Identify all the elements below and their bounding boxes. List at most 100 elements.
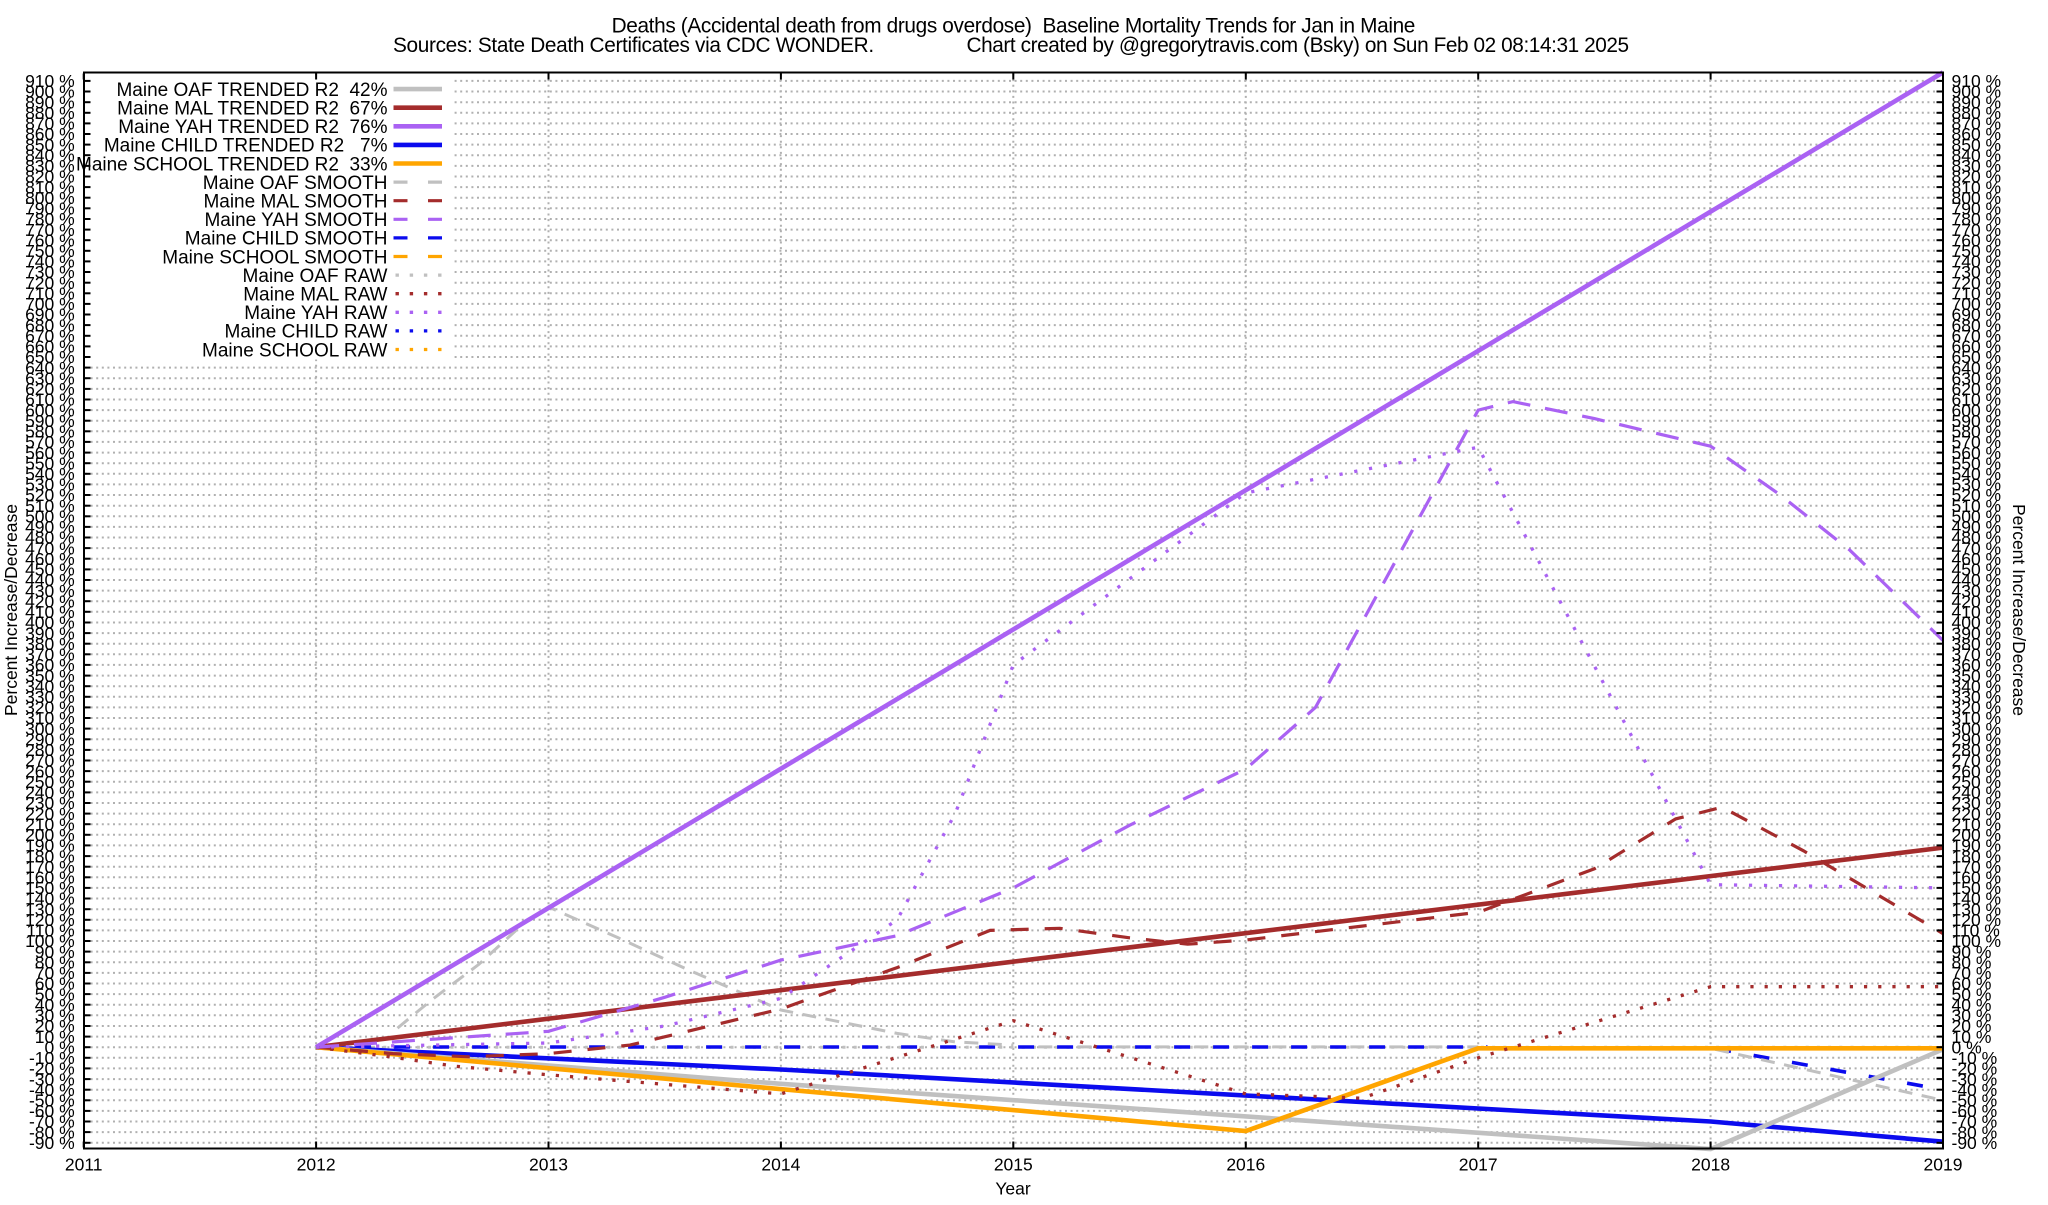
- svg-text:10 %: 10 %: [1952, 1027, 1992, 1047]
- svg-text:170 %: 170 %: [25, 857, 75, 877]
- svg-text:280 %: 280 %: [1952, 740, 2002, 760]
- svg-text:220 %: 220 %: [1952, 804, 2002, 824]
- svg-text:2016: 2016: [1226, 1155, 1265, 1175]
- svg-text:680 %: 680 %: [25, 315, 75, 335]
- svg-text:280 %: 280 %: [25, 740, 75, 760]
- svg-text:620 %: 620 %: [1952, 379, 2002, 399]
- svg-text:730 %: 730 %: [1952, 262, 2002, 282]
- svg-text:640 %: 640 %: [25, 358, 75, 378]
- svg-text:200 %: 200 %: [1952, 825, 2002, 845]
- svg-text:300 %: 300 %: [25, 719, 75, 739]
- svg-text:360 %: 360 %: [1952, 655, 2002, 675]
- svg-text:110 %: 110 %: [26, 921, 74, 941]
- svg-text:510 %: 510 %: [1952, 496, 2002, 516]
- svg-text:Maine CHILD SMOOTH: Maine CHILD SMOOTH: [185, 229, 388, 250]
- svg-text:480 %: 480 %: [25, 528, 75, 548]
- svg-text:230 %: 230 %: [25, 793, 75, 813]
- svg-text:890 %: 890 %: [1952, 92, 2002, 112]
- svg-text:2015: 2015: [994, 1155, 1033, 1175]
- svg-text:740 %: 740 %: [25, 252, 75, 272]
- svg-text:340 %: 340 %: [25, 676, 75, 696]
- svg-text:850 %: 850 %: [1952, 135, 2002, 155]
- svg-text:50 %: 50 %: [1952, 984, 1992, 1004]
- svg-text:-30 %: -30 %: [1952, 1069, 1998, 1089]
- svg-text:Maine YAH TRENDED R2 76%: Maine YAH TRENDED R2 76%: [118, 117, 387, 138]
- svg-text:780 %: 780 %: [25, 209, 75, 229]
- svg-text:860 %: 860 %: [25, 124, 75, 144]
- svg-text:190 %: 190 %: [25, 836, 75, 856]
- svg-text:580 %: 580 %: [25, 422, 75, 442]
- svg-text:910 %: 910 %: [25, 71, 75, 91]
- svg-text:570 %: 570 %: [1952, 432, 2002, 452]
- svg-text:60 %: 60 %: [35, 974, 75, 994]
- svg-text:530 %: 530 %: [1952, 475, 2002, 495]
- svg-text:440 %: 440 %: [1952, 570, 2002, 590]
- svg-text:660 %: 660 %: [25, 337, 75, 357]
- svg-text:710 %: 710 %: [1952, 284, 2002, 304]
- svg-text:190 %: 190 %: [1952, 836, 2002, 856]
- svg-text:350 %: 350 %: [25, 666, 75, 686]
- svg-text:390 %: 390 %: [25, 623, 75, 643]
- svg-text:290 %: 290 %: [1952, 730, 2002, 750]
- svg-text:570 %: 570 %: [25, 432, 75, 452]
- svg-text:-70 %: -70 %: [1952, 1112, 1998, 1132]
- svg-text:760 %: 760 %: [1952, 230, 2002, 250]
- svg-text:270 %: 270 %: [25, 751, 75, 771]
- svg-text:830 %: 830 %: [1952, 156, 2002, 176]
- svg-text:70 %: 70 %: [35, 963, 75, 983]
- svg-text:70 %: 70 %: [1952, 963, 1992, 983]
- svg-text:160 %: 160 %: [1952, 868, 2002, 888]
- svg-text:830 %: 830 %: [25, 156, 75, 176]
- svg-text:680 %: 680 %: [1952, 315, 2002, 335]
- svg-text:550 %: 550 %: [25, 453, 75, 473]
- svg-text:650 %: 650 %: [25, 347, 75, 367]
- svg-text:40 %: 40 %: [35, 995, 75, 1015]
- svg-text:500 %: 500 %: [25, 507, 75, 527]
- svg-text:630 %: 630 %: [1952, 368, 2002, 388]
- svg-text:480 %: 480 %: [1952, 528, 2002, 548]
- svg-text:840 %: 840 %: [1952, 145, 2002, 165]
- svg-text:730 %: 730 %: [25, 262, 75, 282]
- svg-text:-90 %: -90 %: [1952, 1133, 1998, 1153]
- svg-text:210 %: 210 %: [25, 814, 75, 834]
- svg-text:140 %: 140 %: [1952, 889, 2002, 909]
- svg-text:60 %: 60 %: [1952, 974, 1992, 994]
- svg-text:Maine YAH SMOOTH: Maine YAH SMOOTH: [204, 210, 387, 231]
- svg-text:740 %: 740 %: [1952, 252, 2002, 272]
- svg-text:380 %: 380 %: [1952, 634, 2002, 654]
- svg-text:870 %: 870 %: [25, 114, 75, 134]
- svg-text:90 %: 90 %: [35, 942, 75, 962]
- svg-text:330 %: 330 %: [1952, 687, 2002, 707]
- svg-text:790 %: 790 %: [1952, 199, 2002, 219]
- svg-text:450 %: 450 %: [25, 560, 75, 580]
- svg-text:520 %: 520 %: [25, 485, 75, 505]
- svg-text:880 %: 880 %: [1952, 103, 2002, 123]
- svg-text:-80 %: -80 %: [1952, 1122, 1998, 1142]
- svg-text:80 %: 80 %: [1952, 953, 1992, 973]
- svg-text:890 %: 890 %: [25, 92, 75, 112]
- svg-text:2011: 2011: [65, 1155, 103, 1175]
- svg-text:610 %: 610 %: [1952, 390, 2002, 410]
- svg-text:150 %: 150 %: [25, 878, 75, 898]
- svg-text:Maine MAL TRENDED R2 67%: Maine MAL TRENDED R2 67%: [117, 99, 387, 120]
- svg-text:420 %: 420 %: [1952, 591, 2002, 611]
- svg-text:Maine SCHOOL RAW: Maine SCHOOL RAW: [202, 340, 388, 361]
- svg-text:210 %: 210 %: [1952, 814, 2002, 834]
- svg-text:-40 %: -40 %: [1952, 1080, 1998, 1100]
- svg-text:-20 %: -20 %: [29, 1059, 75, 1079]
- svg-text:580 %: 580 %: [1952, 422, 2002, 442]
- svg-text:-30 %: -30 %: [29, 1069, 75, 1089]
- svg-text:Year: Year: [995, 1179, 1031, 1199]
- svg-text:330 %: 330 %: [25, 687, 75, 707]
- svg-text:410 %: 410 %: [25, 602, 75, 622]
- svg-text:440 %: 440 %: [25, 570, 75, 590]
- svg-text:460 %: 460 %: [25, 549, 75, 569]
- svg-text:-20 %: -20 %: [1952, 1059, 1998, 1079]
- svg-text:240 %: 240 %: [25, 783, 75, 803]
- svg-text:430 %: 430 %: [25, 581, 75, 601]
- svg-text:700 %: 700 %: [1952, 294, 2002, 314]
- svg-text:320 %: 320 %: [1952, 698, 2002, 718]
- svg-text:400 %: 400 %: [25, 613, 75, 633]
- svg-text:410 %: 410 %: [1952, 602, 2002, 622]
- svg-text:820 %: 820 %: [1952, 167, 2002, 187]
